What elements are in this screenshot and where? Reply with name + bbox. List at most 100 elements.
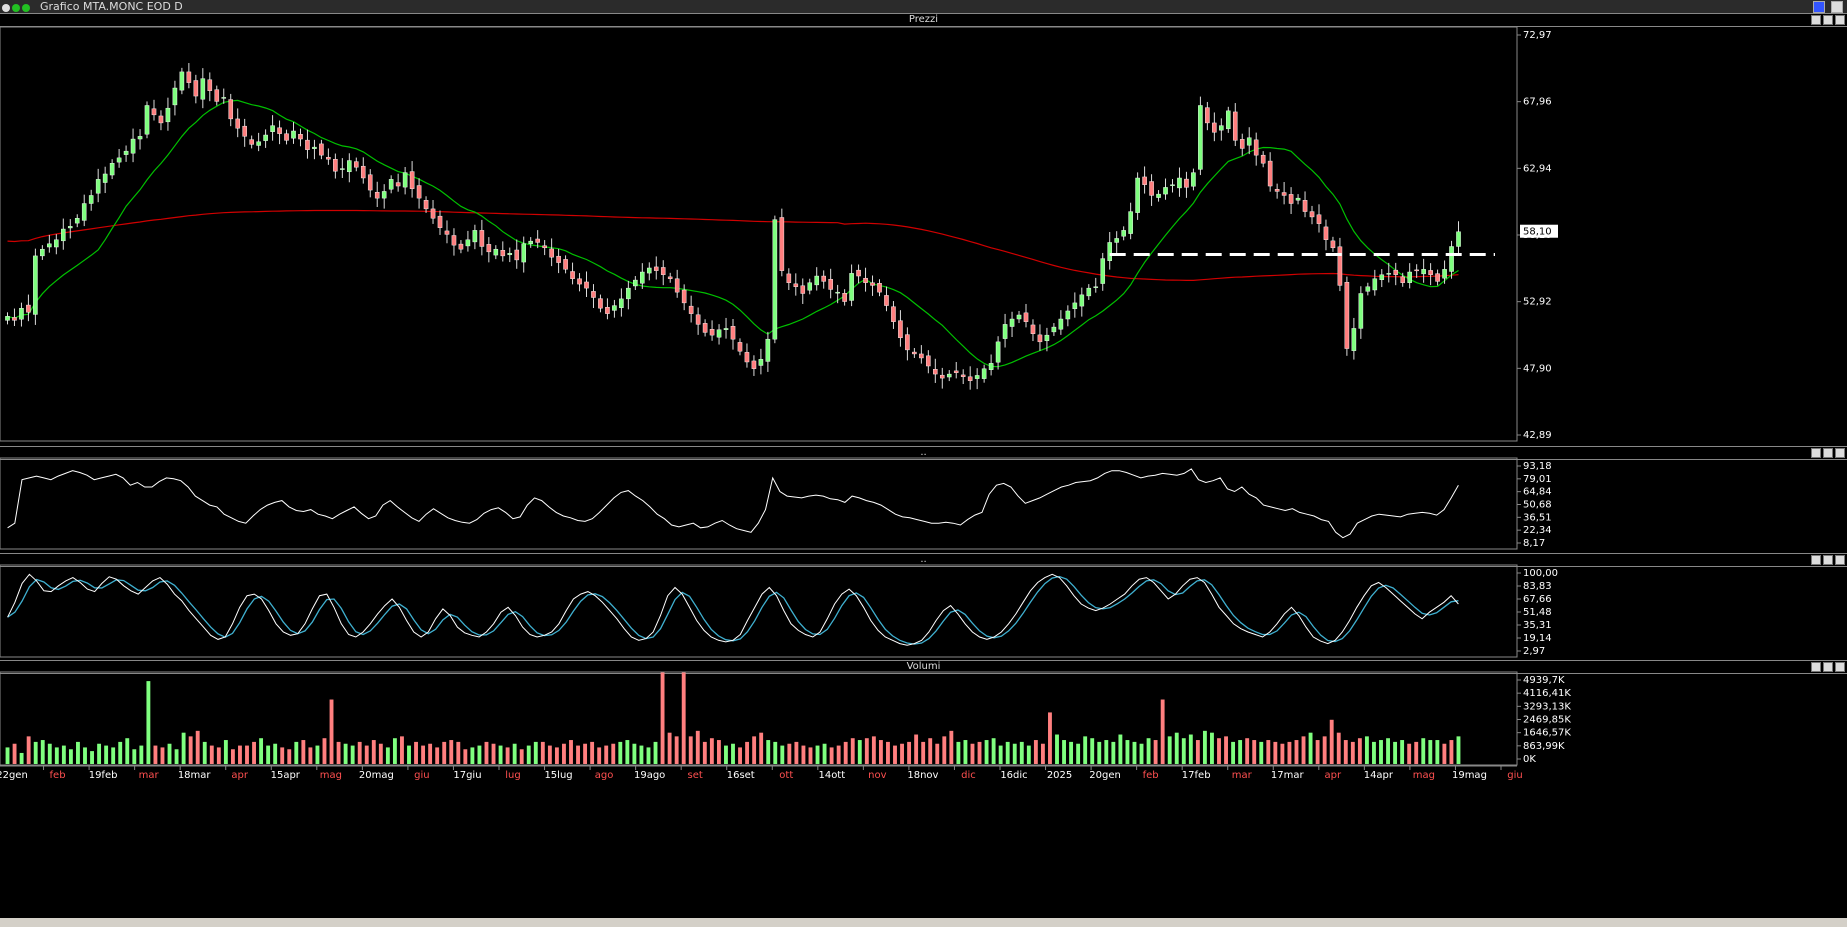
candle[interactable] [535,230,540,249]
volume-bar[interactable] [914,734,919,764]
candle[interactable] [849,264,854,307]
candle[interactable] [81,194,87,227]
volume-bar[interactable] [378,743,383,764]
candle[interactable] [521,236,527,273]
candle[interactable] [1163,178,1168,200]
candle[interactable] [1016,310,1022,324]
volume-bar[interactable] [1217,738,1221,764]
volume-bar[interactable] [1343,740,1348,764]
candle[interactable] [967,366,973,390]
candle[interactable] [598,294,603,313]
volume-bar[interactable] [505,747,510,764]
candle[interactable] [1302,191,1308,218]
candle[interactable] [1184,171,1189,198]
volume-bar[interactable] [40,740,45,764]
candle[interactable] [960,369,966,385]
candle[interactable] [1295,194,1301,205]
volume-bar[interactable] [1062,740,1066,764]
volume-bar[interactable] [223,740,228,764]
green-dot-icon[interactable] [22,4,30,12]
candle[interactable] [1288,187,1294,214]
candle[interactable] [988,354,994,376]
volume-bar[interactable] [238,745,242,764]
candle[interactable] [619,288,624,317]
candle[interactable] [235,108,240,138]
volume-bar[interactable] [1160,699,1165,764]
volume-bar[interactable] [1266,740,1271,764]
pane-close-icon[interactable] [1823,15,1833,25]
candle[interactable] [374,181,380,208]
volume-bar[interactable] [414,741,418,764]
volume-bar[interactable] [294,741,299,764]
candle[interactable] [270,115,275,141]
volume-bar[interactable] [533,741,538,764]
candle[interactable] [416,178,422,209]
volume-bar[interactable] [554,747,559,764]
volume-bar[interactable] [1118,734,1123,764]
volume-bar[interactable] [209,745,214,764]
candle[interactable] [1135,172,1140,220]
stochastic-pane[interactable] [7,573,1459,646]
volume-bar[interactable] [540,741,545,764]
volume-bar[interactable] [1111,741,1116,764]
volume-bar[interactable] [547,745,552,764]
candle[interactable] [640,263,645,289]
pane-close-icon[interactable] [1835,555,1845,565]
candle[interactable] [974,368,980,390]
candle[interactable] [737,338,743,356]
candle[interactable] [1072,292,1078,318]
volume-bar[interactable] [949,730,954,764]
volume-bar[interactable] [1048,712,1052,764]
candle[interactable] [660,260,666,286]
volume-bar[interactable] [674,736,679,764]
volume-bar[interactable] [315,745,320,764]
volume-bar[interactable] [1428,740,1433,764]
candle[interactable] [360,157,366,184]
candle[interactable] [1114,231,1119,253]
candle[interactable] [47,234,52,253]
volume-bar[interactable] [794,741,799,764]
candle[interactable] [814,267,820,291]
volume-bar[interactable] [421,745,426,764]
candle[interactable] [5,312,10,325]
volume-bar[interactable] [498,745,503,764]
volume-bar[interactable] [54,747,59,764]
candle[interactable] [221,88,227,104]
candle[interactable] [933,358,938,383]
candle[interactable] [312,139,317,160]
candle[interactable] [123,145,129,162]
volume-bar[interactable] [935,743,940,764]
candle[interactable] [26,294,31,322]
volume-bar[interactable] [1090,738,1095,764]
candle[interactable] [367,169,373,198]
volume-bar[interactable] [822,743,827,764]
volume-bar[interactable] [766,740,771,764]
candle[interactable] [402,166,408,195]
volume-bar[interactable] [1456,736,1461,764]
candle[interactable] [263,129,268,148]
volume-bar[interactable] [273,743,278,764]
candle[interactable] [444,220,450,244]
candle[interactable] [828,268,833,299]
volume-bar[interactable] [1202,730,1207,764]
volume-bar[interactable] [745,741,750,764]
volume-bar[interactable] [1181,738,1186,764]
candle[interactable] [1009,311,1015,338]
volume-bar[interactable] [181,732,186,764]
candle[interactable] [109,159,115,180]
candle[interactable] [130,128,136,163]
candle[interactable] [870,275,875,296]
volume-bar[interactable] [1315,740,1320,764]
candle[interactable] [1386,262,1392,283]
candle[interactable] [765,331,771,372]
volume-bar[interactable] [998,745,1003,764]
candle[interactable] [751,355,757,376]
volume-bar[interactable] [921,741,926,764]
volume-bar[interactable] [160,747,165,764]
volume-bar[interactable] [667,732,672,764]
candle[interactable] [137,129,143,150]
pane-close-icon[interactable] [1811,15,1821,25]
volume-bar[interactable] [942,736,947,764]
candle[interactable] [326,148,331,165]
candle[interactable] [465,230,471,252]
